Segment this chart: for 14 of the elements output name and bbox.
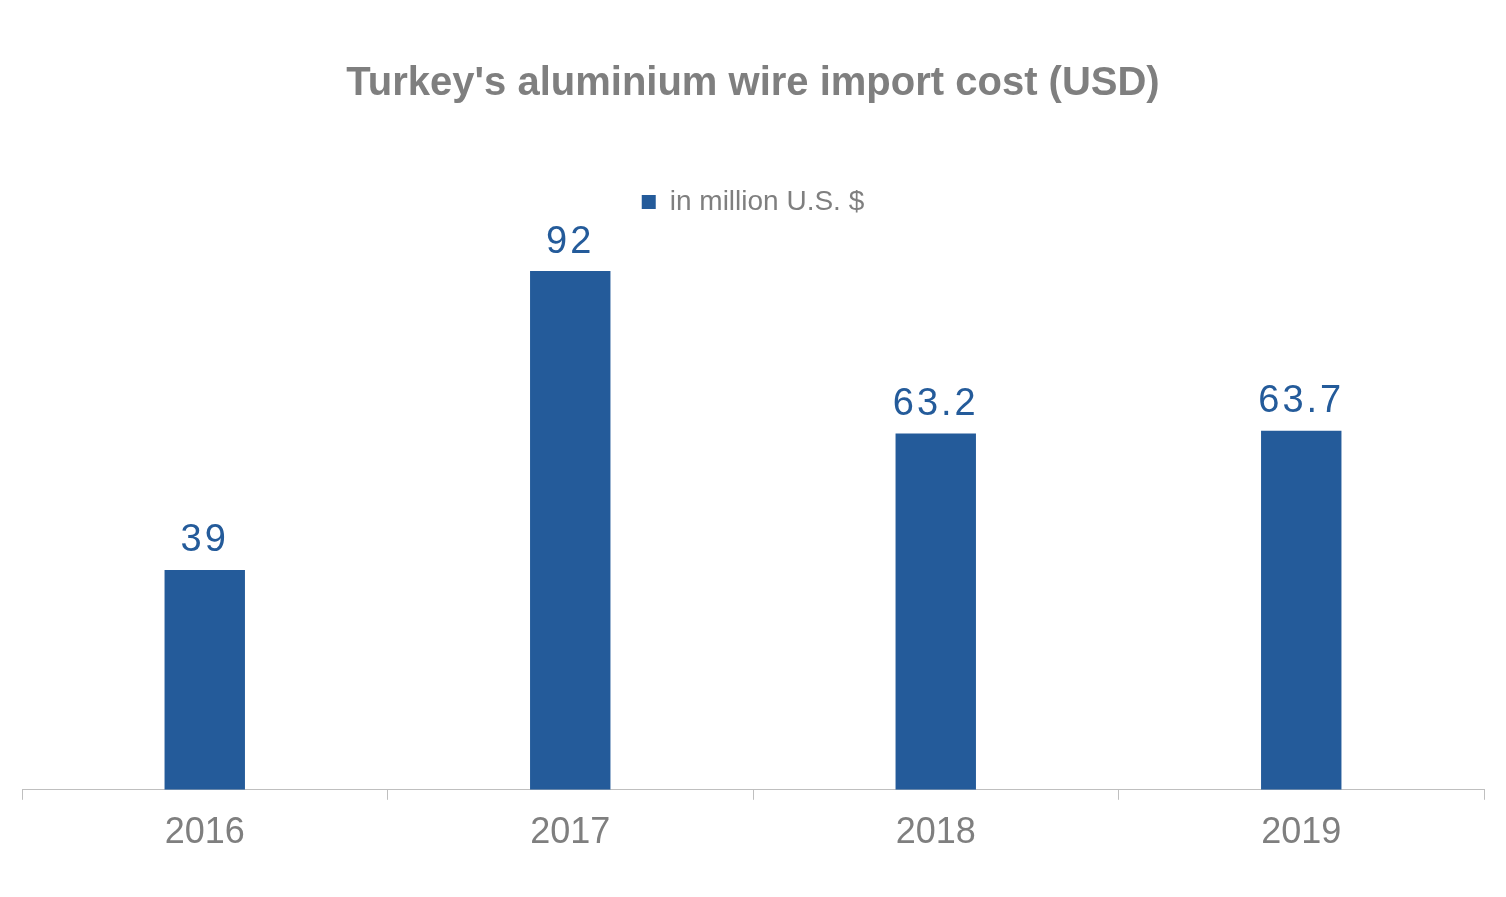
data-label: 63.7 bbox=[1258, 378, 1345, 421]
data-label: 63.2 bbox=[892, 380, 979, 423]
x-tick-label: 2018 bbox=[895, 810, 976, 852]
chart-title: Turkey's aluminium wire import cost (USD) bbox=[346, 59, 1160, 104]
data-label: 92 bbox=[546, 218, 595, 261]
x-tick-label: 2017 bbox=[530, 810, 611, 852]
data-label: 39 bbox=[180, 517, 229, 560]
bar bbox=[530, 271, 611, 790]
bar bbox=[895, 433, 976, 790]
x-tick-label: 2016 bbox=[164, 810, 245, 852]
bar bbox=[1261, 430, 1342, 790]
bar bbox=[164, 569, 245, 790]
x-tick-label: 2019 bbox=[1261, 810, 1342, 852]
legend-label: in million U.S. $ bbox=[669, 184, 865, 216]
